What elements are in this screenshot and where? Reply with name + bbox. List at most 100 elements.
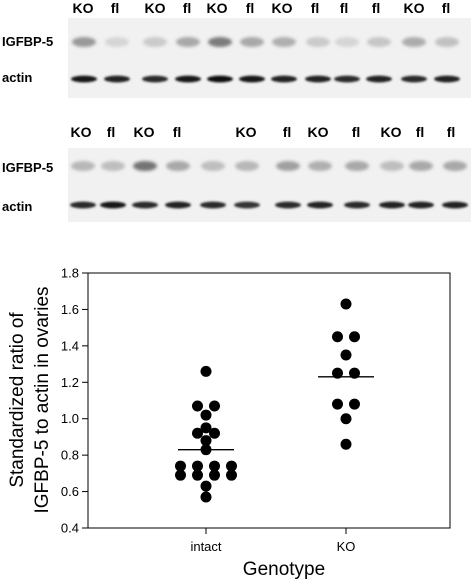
data-point [192, 400, 203, 412]
igfbp5-band [176, 37, 200, 47]
plot-frame [87, 272, 451, 529]
x-tick-label: KO [337, 539, 356, 554]
blot-2-bands [70, 161, 468, 209]
actin-band [434, 75, 460, 83]
actin-band [104, 75, 130, 83]
lane-label: fl [372, 0, 381, 16]
lane-label: KO [207, 0, 228, 16]
blot-panel-1: KO fl KO fl KO fl KO fl fl fl KO fl IGFBP-5 actin [2, 0, 471, 98]
blot-panel-2: KO fl KO fl KO fl KO fl KO fl fl IGFBP-5 actin [2, 124, 471, 222]
data-point [332, 367, 343, 379]
y-tick-label: 1.8 [61, 266, 79, 281]
igfbp5-band [240, 37, 264, 47]
y-tick-label: 1.4 [61, 338, 79, 353]
igfbp5-band [402, 37, 426, 47]
lane-label: fl [111, 0, 120, 16]
x-tick-label: intact [190, 539, 221, 554]
actin-band [408, 201, 434, 209]
lane-label: KO [134, 124, 155, 140]
actin-band [275, 201, 301, 209]
actin-band [442, 201, 468, 209]
actin-band [71, 75, 97, 83]
lane-label: fl [173, 124, 182, 140]
blot-1-bands [71, 37, 460, 83]
data-point [200, 409, 212, 421]
data-point [192, 427, 203, 439]
data-point [209, 427, 220, 439]
igfbp5-band [166, 161, 190, 171]
data-point [200, 365, 212, 377]
x-axis-title: Genotype [243, 559, 325, 580]
scatter-chart: 0.4 0.6 0.8 1.0 1.2 1.4 1.6 1.8 intact KO Genoty… [7, 266, 451, 580]
data-point [340, 413, 352, 425]
data-point [226, 469, 237, 481]
blot-1-row-label-actin: actin [2, 70, 32, 85]
actin-band [234, 201, 260, 209]
actin-band [207, 75, 233, 83]
data-point [200, 435, 212, 447]
x-axis-categories: intact KO [190, 528, 355, 554]
data-point [209, 400, 220, 412]
igfbp5-band [201, 161, 225, 171]
igfbp5-band [143, 37, 167, 47]
blot-2-membrane [68, 148, 471, 222]
data-point [175, 469, 186, 481]
y-tick-label: 0.6 [61, 484, 79, 499]
actin-band [344, 201, 370, 209]
lane-label: fl [447, 124, 456, 140]
data-points [175, 298, 360, 503]
igfbp5-band [133, 161, 157, 171]
lane-label: KO [73, 0, 94, 16]
lane-label: fl [283, 124, 292, 140]
igfbp5-band [443, 161, 467, 171]
y-axis-ticks: 0.4 0.6 0.8 1.0 1.2 1.4 1.6 1.8 [61, 266, 88, 536]
mean-lines [178, 376, 374, 451]
igfbp5-band [235, 161, 259, 171]
y-axis-title: Standardized ratio of IGFBP-5 to actin i… [7, 286, 53, 513]
igfbp5-band [306, 37, 330, 47]
lane-label: fl [107, 124, 116, 140]
y-tick-label: 1.6 [61, 302, 79, 317]
igfbp5-band [276, 161, 300, 171]
igfbp5-band [71, 161, 95, 171]
actin-band [200, 201, 226, 209]
lane-label: KO [381, 124, 402, 140]
blot-1-lane-labels: KO fl KO fl KO fl KO fl fl fl KO fl [73, 0, 451, 16]
lane-label: KO [272, 0, 293, 16]
lane-label: fl [311, 0, 320, 16]
actin-band [175, 75, 201, 83]
data-point [349, 331, 360, 343]
lane-label: fl [246, 0, 255, 16]
lane-label: fl [442, 0, 451, 16]
data-point [200, 422, 212, 434]
actin-band [366, 75, 392, 83]
data-point [209, 469, 220, 481]
y-tick-label: 0.4 [61, 521, 79, 536]
igfbp5-band [435, 37, 459, 47]
actin-band [307, 201, 333, 209]
data-point [332, 331, 343, 343]
blot-1-row-label-igfbp5: IGFBP-5 [2, 34, 53, 49]
igfbp5-band [335, 37, 359, 47]
data-point [332, 398, 343, 410]
data-point [226, 460, 237, 472]
igfbp5-band [72, 37, 96, 47]
blot-2-row-label-igfbp5: IGFBP-5 [2, 160, 53, 175]
data-point [192, 460, 203, 472]
lane-label: fl [340, 0, 349, 16]
y-axis-title-line-1: Standardized ratio of [7, 312, 28, 488]
igfbp5-band [345, 161, 369, 171]
data-point [209, 460, 220, 472]
actin-band [70, 201, 96, 209]
igfbp5-band [101, 161, 125, 171]
y-tick-label: 0.8 [61, 448, 79, 463]
blot-1-membrane [68, 18, 471, 98]
igfbp5-band [380, 161, 404, 171]
lane-label: KO [308, 124, 329, 140]
igfbp5-band [272, 37, 296, 47]
igfbp5-band [105, 37, 129, 47]
lane-label: KO [404, 0, 425, 16]
data-point [349, 367, 360, 379]
lane-label: KO [236, 124, 257, 140]
